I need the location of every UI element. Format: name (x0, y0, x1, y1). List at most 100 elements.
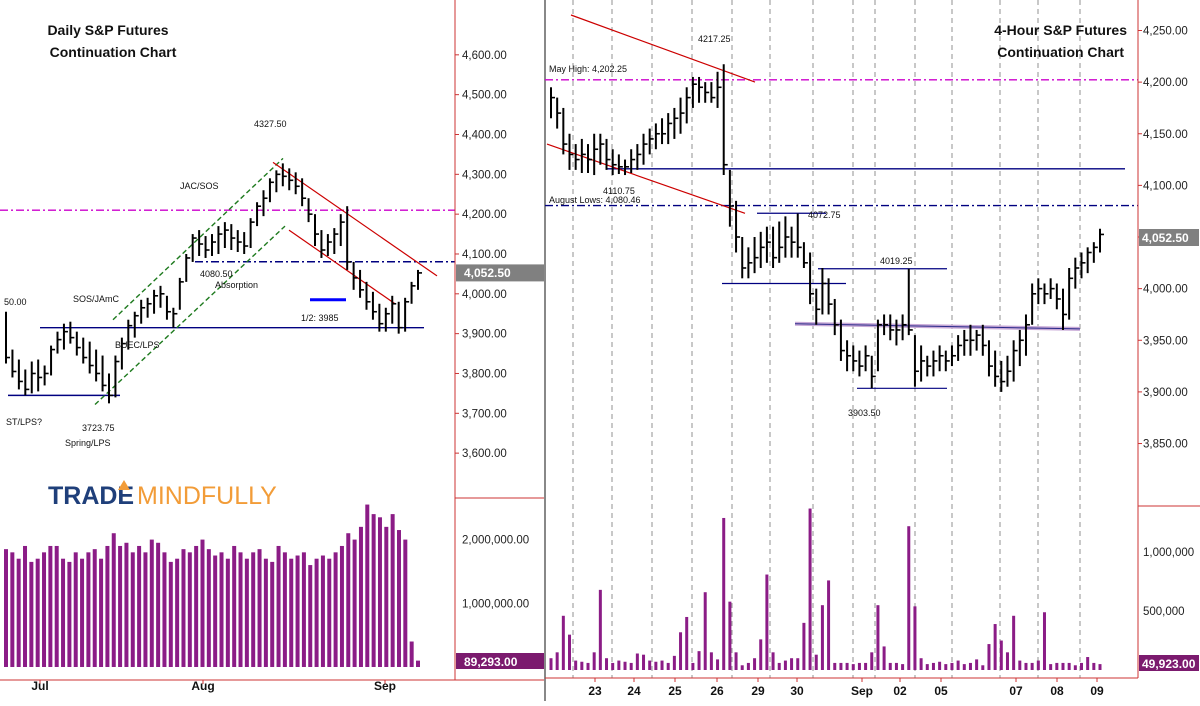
price-bar (901, 314, 907, 341)
volume-bar (10, 552, 15, 667)
price-bar (365, 281, 371, 310)
price-bar (146, 297, 152, 318)
volume-bar (679, 632, 683, 670)
volume-bar (403, 539, 408, 667)
volume-bar (901, 664, 905, 670)
volume-bar (295, 555, 300, 667)
price-bar (698, 76, 704, 103)
price-bar (1068, 267, 1074, 320)
price-bar (262, 190, 268, 217)
volume-bar (1012, 615, 1016, 670)
annotation-4080: 4080.50 (200, 269, 233, 279)
volume-bar (1018, 660, 1022, 670)
volume-bar (282, 552, 287, 667)
price-bar (108, 373, 113, 404)
daily-last-volume-tag-text: 89,293.00 (464, 655, 518, 669)
volume-bar (568, 634, 572, 670)
volume-bar (301, 552, 306, 667)
price-tick-label: 4,300.00 (462, 169, 507, 181)
price-tick-label: 3,900.00 (462, 329, 507, 341)
volume-bar (143, 552, 148, 667)
four-hour-chart-subtitle: Continuation Chart (997, 44, 1124, 60)
volume-bar (734, 652, 738, 670)
price-bar (24, 369, 30, 396)
price-bar (133, 311, 139, 338)
price-tick-label: 4,200.00 (1143, 77, 1188, 89)
time-tick-label: 05 (934, 684, 948, 698)
price-bar (642, 133, 648, 165)
price-bar (846, 340, 852, 372)
price-bar (1012, 340, 1018, 382)
price-bar (397, 301, 403, 334)
volume-bar (409, 641, 414, 667)
price-bar (636, 144, 642, 170)
price-bar (391, 295, 397, 324)
volume-bar (181, 549, 186, 667)
volume-bar (396, 530, 401, 667)
four-hour-annotations: 4217.25 May High: 4,202.25 4110.75 Augus… (549, 34, 913, 418)
volume-bar (346, 533, 351, 667)
price-bar (568, 133, 574, 170)
volume-bar (416, 660, 420, 667)
price-bar (599, 133, 605, 165)
price-bar (852, 345, 858, 372)
price-bar (127, 319, 133, 350)
price-bar (975, 329, 981, 351)
volume-bar (35, 558, 40, 667)
volume-bar (703, 592, 707, 670)
volume-bar (740, 665, 744, 670)
time-tick-label: 08 (1050, 684, 1064, 698)
volume-bar (257, 549, 262, 667)
price-bar (191, 234, 197, 262)
price-bar (339, 214, 345, 247)
volume-bar (771, 652, 775, 670)
volume-bar (1049, 664, 1053, 670)
trade-mindfully-logo: TRADE MINDFULLY (48, 480, 277, 510)
time-tick-label: Sep (374, 679, 396, 693)
volume-bar (790, 658, 794, 670)
daily-cutoff-label: 50.00 (4, 297, 27, 307)
volume-bar (314, 558, 319, 667)
price-bar (159, 285, 165, 308)
price-bar (178, 277, 184, 310)
volume-bar (777, 662, 781, 670)
support-zone-line (794, 323, 1081, 330)
price-bar (796, 213, 802, 258)
annotation-4110: 4110.75 (603, 186, 635, 196)
volume-bar (888, 662, 892, 670)
price-bar (307, 198, 313, 223)
price-tick-label: 4,000.00 (1143, 284, 1188, 296)
price-bar (981, 324, 987, 356)
volume-bar (352, 539, 357, 667)
volume-bar (1067, 662, 1071, 670)
volume-bar (225, 558, 230, 667)
price-bar (114, 355, 120, 398)
annotation-st-lps: ST/LPS? (6, 417, 42, 427)
annotation-absorption: Absorption (215, 280, 258, 290)
volume-bar (213, 555, 218, 667)
price-bar (1080, 252, 1086, 279)
daily-volume-ticks: 2,000,000.00 1,000,000.00 (462, 535, 529, 611)
volume-bar (371, 514, 376, 667)
volume-bar (808, 508, 812, 670)
volume-bar (574, 660, 578, 670)
annotation-august-lows: August Lows: 4,080.46 (549, 195, 641, 205)
volume-bar (270, 561, 275, 667)
volume-bar (48, 545, 53, 667)
volume-bar (105, 545, 110, 667)
price-tick-label: 3,600.00 (462, 448, 507, 460)
volume-bar (981, 665, 985, 670)
price-bar (691, 76, 697, 108)
volume-bar (251, 552, 256, 667)
annotation-high-4327: 4327.50 (254, 119, 287, 129)
four-hour-last-price-tag-bg (1139, 229, 1199, 246)
time-tick-label: 30 (790, 684, 804, 698)
volume-tick-label: 2,000,000.00 (462, 535, 529, 547)
volume-bar (232, 545, 237, 667)
time-tick-label: 23 (588, 684, 602, 698)
volume-bar (1073, 665, 1077, 670)
price-bar (371, 291, 377, 320)
volume-bar (814, 654, 818, 670)
volume-bar (206, 549, 211, 667)
price-bar (741, 237, 747, 279)
